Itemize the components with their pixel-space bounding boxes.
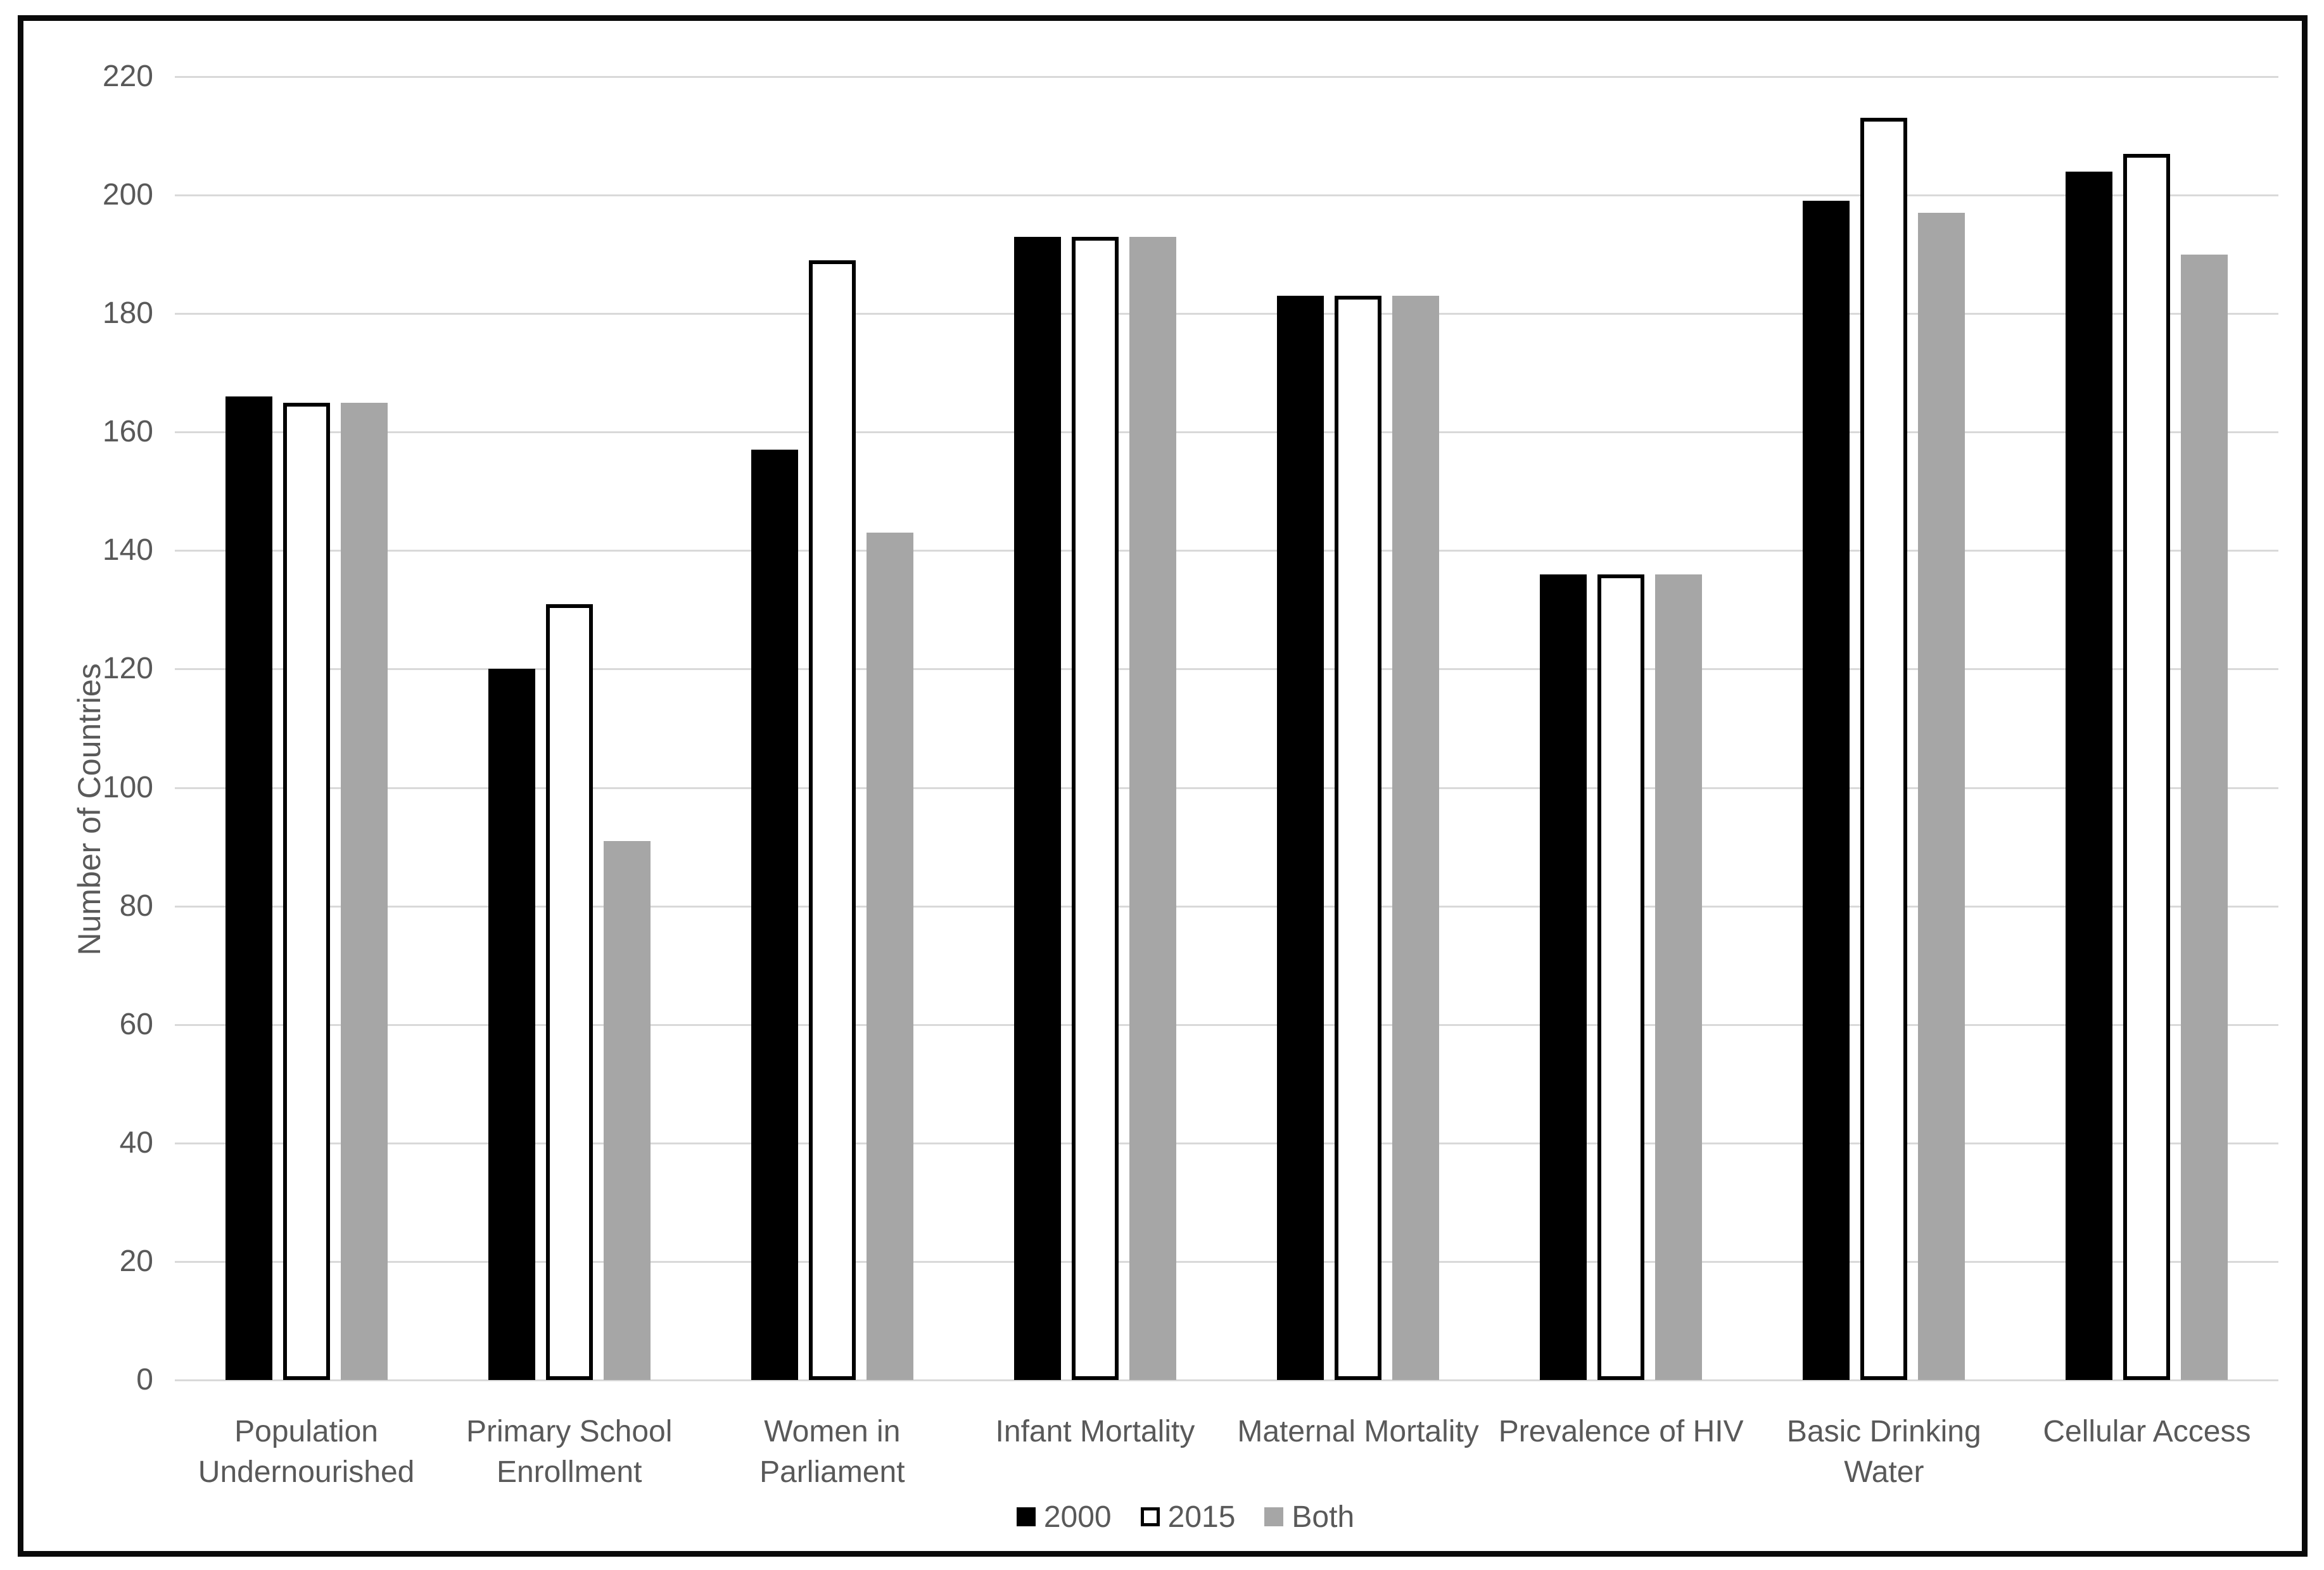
category-label-population-undernourished: Population Undernourished	[175, 1412, 438, 1493]
category-label-line: Primary School	[466, 1415, 673, 1448]
bar-2015-maternal-mortality	[1335, 296, 1382, 1380]
gridline-y-0	[175, 1379, 2278, 1381]
legend-item-2000: 2000	[1016, 1500, 1112, 1535]
category-label-line: Parliament	[759, 1455, 905, 1489]
bar-both-primary-school-enrollment	[603, 840, 651, 1380]
legend-swatch-2000	[1016, 1507, 1036, 1526]
bar-2000-basic-drinking-water	[1803, 201, 1850, 1380]
bar-group-maternal-mortality	[1227, 77, 1490, 1380]
category-label-women-in-parliament: Women in Parliament	[701, 1412, 963, 1493]
category-label-infant-mortality: Infant Mortality	[963, 1412, 1226, 1493]
bar-2000-cellular-access	[2066, 171, 2113, 1380]
bar-group-women-in-parliament	[701, 77, 963, 1380]
bar-2015-infant-mortality	[1071, 236, 1119, 1380]
y-tick-label: 220	[102, 60, 153, 93]
bar-2000-primary-school-enrollment	[488, 669, 535, 1380]
plot-area	[175, 76, 2278, 1381]
category-label-cellular-access: Cellular Access	[2016, 1412, 2278, 1493]
gridline-y-140	[175, 550, 2278, 552]
category-label-line: Water	[1844, 1455, 1924, 1489]
category-label-line: Undernourished	[198, 1455, 415, 1489]
gridline-y-80	[175, 905, 2278, 908]
gridline-y-20	[175, 1260, 2278, 1263]
bar-2015-women-in-parliament	[808, 260, 856, 1380]
bar-both-basic-drinking-water	[1918, 213, 1965, 1380]
y-tick-label: 200	[102, 178, 153, 212]
bar-2000-population-undernourished	[225, 396, 272, 1380]
legend-label: 2000	[1043, 1500, 1112, 1534]
category-label-line: Maternal Mortality	[1237, 1415, 1479, 1448]
bar-2015-prevalence-of-hiv	[1597, 574, 1645, 1380]
bar-group-primary-school-enrollment	[438, 77, 701, 1380]
gridline-y-100	[175, 787, 2278, 789]
bar-group-prevalence-of-hiv	[1490, 77, 1753, 1380]
bar-group-infant-mortality	[963, 77, 1226, 1380]
y-tick-label: 40	[119, 1125, 153, 1160]
category-label-line: Enrollment	[496, 1455, 642, 1489]
gridline-y-60	[175, 1023, 2278, 1026]
legend-item-both: Both	[1264, 1500, 1354, 1535]
legend-swatch-both	[1264, 1507, 1284, 1526]
category-label-line: Population	[234, 1415, 378, 1448]
bar-2015-population-undernourished	[283, 402, 330, 1380]
gridline-y-160	[175, 431, 2278, 434]
y-tick-label: 180	[102, 296, 153, 331]
gridline-y-200	[175, 194, 2278, 197]
bar-2000-prevalence-of-hiv	[1540, 574, 1587, 1380]
bar-2015-cellular-access	[2123, 153, 2171, 1380]
bar-both-population-undernourished	[340, 402, 388, 1380]
gridline-y-180	[175, 313, 2278, 315]
y-tick-label: 100	[102, 770, 153, 804]
bar-both-cellular-access	[2181, 254, 2228, 1380]
y-tick-label: 20	[119, 1244, 153, 1278]
y-tick-label: 140	[102, 533, 153, 567]
category-label-line: Prevalence of HIV	[1498, 1415, 1744, 1448]
gridline-y-120	[175, 668, 2278, 671]
bar-2000-women-in-parliament	[751, 450, 798, 1380]
bar-both-women-in-parliament	[866, 533, 913, 1380]
y-axis-title: Number of Countries	[72, 663, 107, 956]
y-tick-label: 80	[119, 889, 153, 923]
bar-2000-maternal-mortality	[1277, 296, 1324, 1380]
category-label-line: Cellular Access	[2043, 1415, 2251, 1448]
category-label-maternal-mortality: Maternal Mortality	[1227, 1412, 1490, 1493]
category-label-primary-school-enrollment: Primary School Enrollment	[438, 1412, 701, 1493]
y-tick-label: 120	[102, 652, 153, 686]
chart-frame: Number of Countries 0 20 40 60 80 100 120 140 16…	[18, 15, 2308, 1557]
category-label-basic-drinking-water: Basic Drinking Water	[1753, 1412, 2016, 1493]
legend-label: Both	[1292, 1500, 1355, 1534]
bar-both-infant-mortality	[1129, 236, 1176, 1380]
category-label-line: Infant Mortality	[995, 1415, 1195, 1448]
bar-groups	[175, 77, 2278, 1380]
y-tick-label: 60	[119, 1007, 153, 1041]
legend-label: 2015	[1167, 1500, 1236, 1534]
legend-item-2015: 2015	[1140, 1500, 1236, 1535]
gridline-y-220	[175, 76, 2278, 78]
legend-swatch-2015	[1140, 1507, 1160, 1526]
category-label-line: Basic Drinking	[1786, 1415, 1981, 1448]
bar-2000-infant-mortality	[1013, 236, 1061, 1380]
y-tick-label: 160	[102, 415, 153, 449]
x-axis-category-labels: Population Undernourished Primary School En…	[175, 1412, 2278, 1493]
legend: 2000 2015 Both	[23, 1497, 2324, 1536]
bar-both-prevalence-of-hiv	[1655, 574, 1703, 1380]
y-axis-tick-labels: 0 20 40 60 80 100 120 140 160 180 200 220	[42, 60, 153, 1396]
gridline-y-40	[175, 1142, 2278, 1144]
bar-both-maternal-mortality	[1392, 296, 1440, 1380]
y-tick-label: 0	[136, 1363, 153, 1396]
bar-group-population-undernourished	[175, 77, 438, 1380]
category-label-line: Women in	[764, 1415, 901, 1448]
bar-group-basic-drinking-water	[1753, 77, 2016, 1380]
bar-group-cellular-access	[2016, 77, 2278, 1380]
category-label-prevalence-of-hiv: Prevalence of HIV	[1490, 1412, 1753, 1493]
bar-2015-basic-drinking-water	[1860, 118, 1908, 1380]
bar-2015-primary-school-enrollment	[545, 604, 593, 1380]
